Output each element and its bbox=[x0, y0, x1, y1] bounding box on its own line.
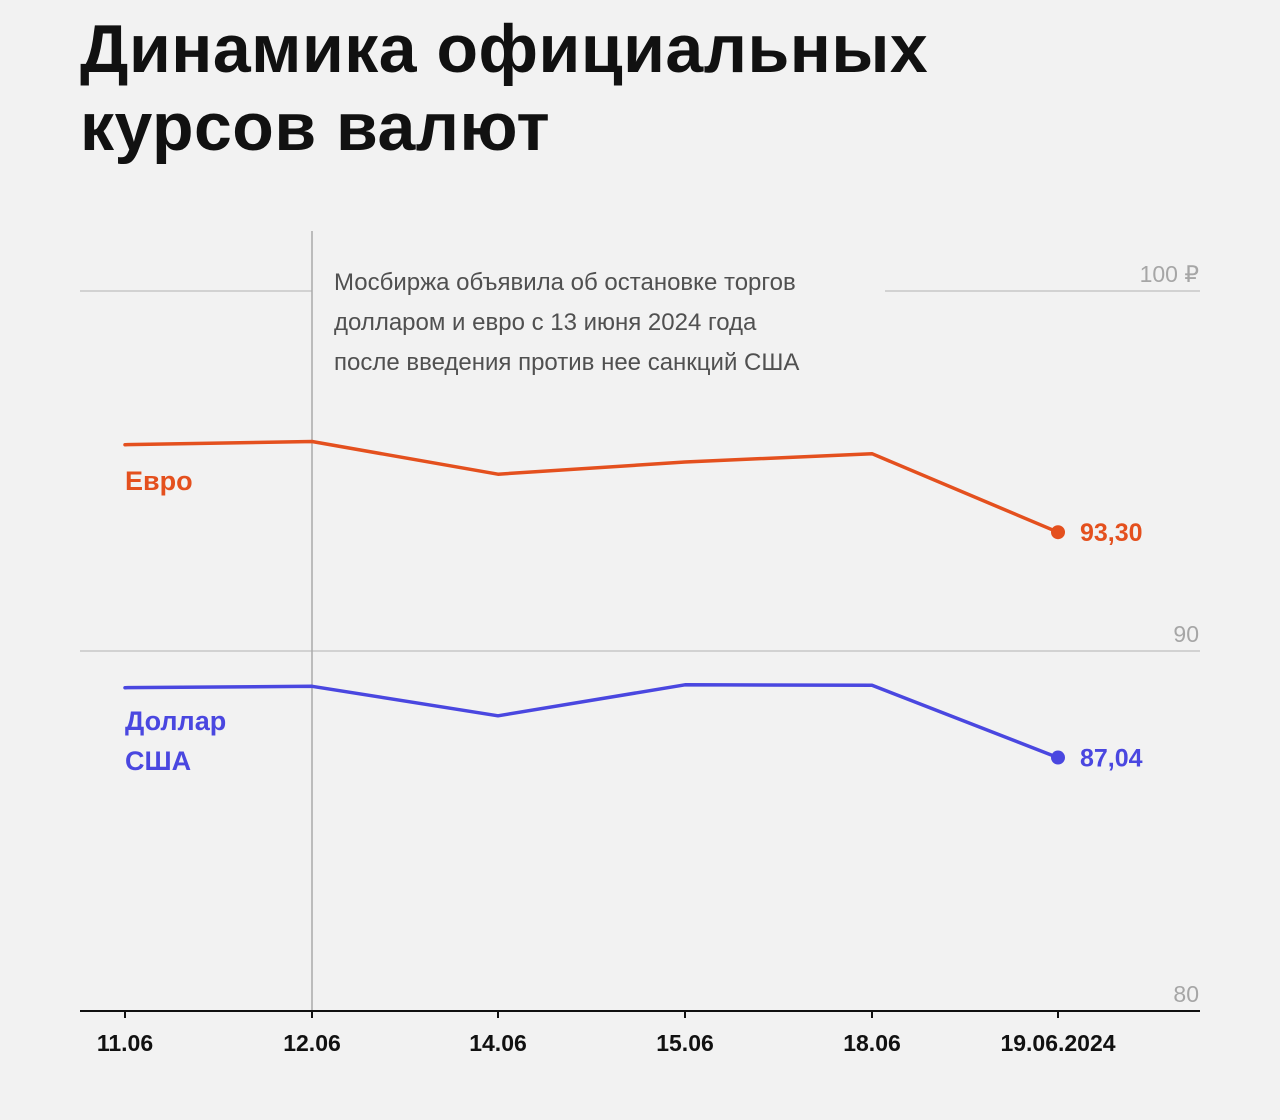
series-end-point-eur bbox=[1051, 525, 1065, 540]
y-tick-label-100: 100 ₽ bbox=[1140, 261, 1199, 287]
annotation-line-2: долларом и евро с 13 июня 2024 года bbox=[334, 309, 757, 336]
series-line-eur bbox=[123, 439, 1060, 534]
series-label-usd-2: США bbox=[125, 746, 191, 776]
annotation-line-1: Мосбиржа объявила об остановке торгов bbox=[334, 269, 796, 296]
series-label-eur-1: Евро bbox=[125, 466, 193, 496]
title-line-2: курсов валют bbox=[80, 89, 551, 165]
series-label-usd-1: Доллар bbox=[125, 706, 226, 736]
title-line-1: Динамика официальных bbox=[80, 11, 929, 87]
series-end-value-eur: 93,30 bbox=[1080, 519, 1143, 547]
x-tick-label-0: 11.06 bbox=[97, 1030, 153, 1056]
chart-title: Динамика официальных курсов валют bbox=[80, 10, 1080, 166]
y-tick-label-90: 90 bbox=[1173, 621, 1199, 647]
x-tick-label-2: 14.06 bbox=[469, 1030, 527, 1056]
series-line-usd bbox=[123, 683, 1060, 760]
series-end-point-usd bbox=[1051, 750, 1065, 765]
x-tick-label-3: 15.06 bbox=[656, 1030, 714, 1056]
x-tick-label-1: 12.06 bbox=[283, 1030, 341, 1056]
x-tick-label-5: 19.06.2024 bbox=[1000, 1030, 1115, 1056]
x-tick-label-4: 18.06 bbox=[843, 1030, 901, 1056]
annotation-line-3: после введения против нее санкций США bbox=[334, 349, 799, 376]
y-tick-label-80: 80 bbox=[1173, 981, 1199, 1007]
series-end-value-usd: 87,04 bbox=[1080, 745, 1143, 773]
